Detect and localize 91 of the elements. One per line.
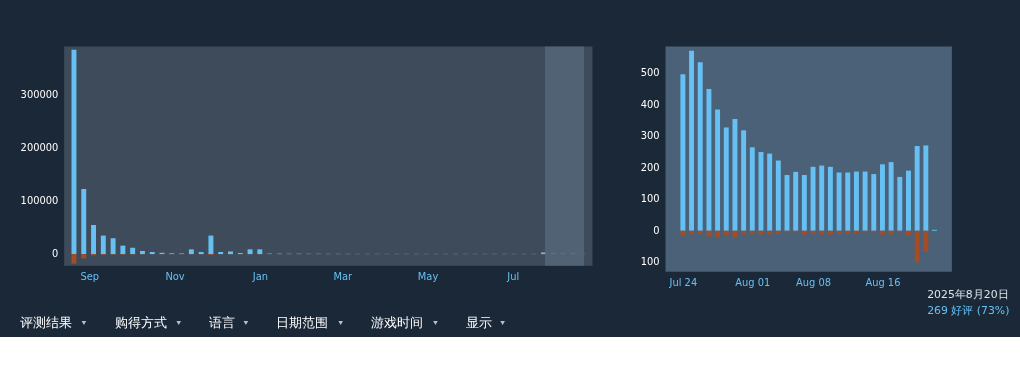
- bar: [819, 230, 825, 235]
- bar: [741, 130, 747, 231]
- bar: [914, 146, 920, 231]
- bar: [110, 238, 116, 255]
- x-tick-label: Jan: [251, 271, 268, 283]
- text: 购得方式: [114, 314, 167, 330]
- text: 游戏时间: [371, 314, 424, 330]
- bar: [680, 74, 686, 231]
- y-tick-label: 200: [640, 161, 660, 173]
- bar: [689, 50, 695, 231]
- y-tick-label: 200000: [20, 142, 59, 154]
- y-tick-label: 100: [640, 256, 660, 268]
- bar: [71, 49, 77, 255]
- x-tick-label: Sep: [80, 271, 100, 283]
- bar: [758, 230, 764, 235]
- x-tick-label: Aug 08: [796, 277, 831, 288]
- bar: [91, 224, 96, 255]
- bar: [749, 230, 755, 234]
- bar: [81, 254, 87, 259]
- bar: [715, 109, 721, 231]
- text: 269 好评 (73%): [927, 304, 1010, 318]
- bar: [836, 172, 842, 231]
- bar: [715, 230, 721, 238]
- bar: [879, 164, 885, 231]
- bar: [793, 171, 799, 231]
- bar: [879, 230, 885, 235]
- bar: [819, 165, 825, 231]
- bar: [247, 249, 253, 255]
- x-tick-label: Aug 01: [735, 277, 771, 288]
- x-tick-label: Jul: [506, 271, 520, 283]
- y-tick-label: 300000: [20, 89, 59, 101]
- bar: [139, 250, 145, 255]
- bar: [845, 172, 851, 231]
- bar: [257, 249, 263, 255]
- bar: [810, 166, 816, 231]
- bar: [767, 230, 773, 235]
- bar: [188, 249, 194, 255]
- bar: [862, 171, 868, 231]
- y-tick-label: 300: [640, 130, 660, 142]
- bar: [689, 230, 695, 235]
- bar: [723, 127, 729, 231]
- x-tick-label: Mar: [333, 271, 354, 283]
- bar: [697, 62, 703, 231]
- text: 评测结果: [19, 314, 72, 330]
- bar: [827, 166, 833, 231]
- bar: [897, 176, 903, 231]
- bar: [923, 230, 929, 252]
- bar: [758, 152, 764, 231]
- y-tick-label: 100: [640, 193, 660, 205]
- bar: [741, 230, 747, 235]
- bar: [775, 160, 781, 231]
- x-tick-label: Aug 16: [865, 277, 901, 288]
- bar: [697, 230, 703, 234]
- bar: [732, 230, 738, 238]
- bar: [706, 89, 712, 231]
- bar: [71, 254, 77, 264]
- bar: [871, 174, 877, 231]
- bar: [810, 230, 816, 234]
- text: 语言: [209, 314, 236, 330]
- bar: [767, 153, 773, 231]
- y-tick-label: 100000: [20, 195, 59, 207]
- bar: [801, 175, 807, 231]
- bar: [100, 235, 106, 255]
- bar: [723, 230, 729, 236]
- bar: [775, 230, 781, 234]
- text: 2025年8月20日: [927, 288, 1009, 302]
- bar: [923, 145, 929, 231]
- bar: [888, 230, 894, 235]
- bar: [732, 118, 738, 231]
- y-tick-label: 400: [640, 98, 660, 110]
- bar: [914, 230, 920, 263]
- text: 日期范围: [276, 314, 329, 330]
- bar: [853, 171, 859, 231]
- bar: [120, 245, 126, 255]
- bar: [801, 230, 807, 235]
- bar: [836, 230, 842, 234]
- x-tick-label: Nov: [165, 271, 185, 283]
- bar: [906, 170, 911, 231]
- x-tick-label: May: [417, 271, 439, 283]
- bar: [130, 247, 136, 255]
- bar: [845, 230, 851, 234]
- bar: [749, 147, 755, 231]
- bar: [888, 162, 894, 231]
- x-tick-label: Jul 24: [668, 277, 698, 288]
- y-tick-label: 0: [51, 248, 59, 260]
- bar: [208, 235, 214, 255]
- y-tick-label: 500: [640, 67, 660, 79]
- bar: [81, 188, 87, 255]
- y-tick-label: 0: [653, 224, 660, 236]
- text: 显示: [466, 314, 493, 330]
- bar: [827, 230, 833, 235]
